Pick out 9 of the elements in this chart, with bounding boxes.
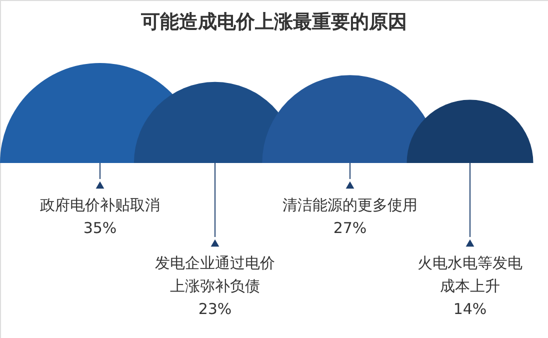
- category-label: 清洁能源的更多使用: [282, 196, 418, 214]
- category-label: 发电企业通过电价上涨弥补负债: [155, 254, 275, 295]
- category-label: 火电水电等发电成本上升: [418, 254, 522, 295]
- data-label: 23%: [198, 300, 232, 318]
- category-label: 政府电价补贴取消: [40, 196, 160, 214]
- data-label: 14%: [453, 300, 487, 318]
- data-label: 35%: [83, 219, 117, 237]
- data-label: 27%: [333, 219, 367, 237]
- text: 可能造成电价上涨最重要的原因: [140, 11, 407, 33]
